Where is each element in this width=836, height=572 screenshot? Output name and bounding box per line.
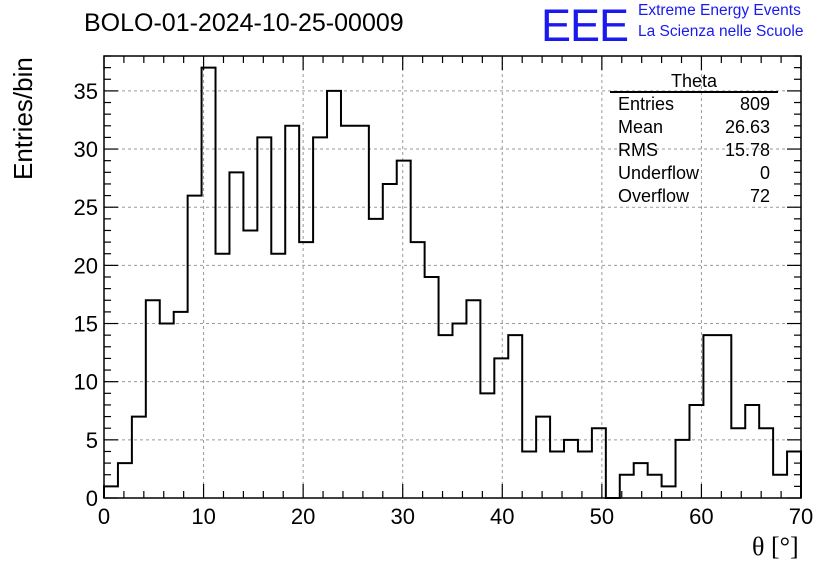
histogram-bin <box>439 335 453 498</box>
histogram-bin <box>508 335 522 498</box>
histogram-bin <box>536 417 550 498</box>
stats-value: 0 <box>759 163 770 183</box>
histogram-bin <box>299 242 313 498</box>
histogram-bin <box>453 324 467 498</box>
histogram-bin <box>773 475 787 498</box>
stats-title: Theta <box>610 72 778 93</box>
histogram-bin <box>592 428 606 498</box>
histogram-bin <box>578 451 592 498</box>
histogram-step-line <box>103 66 802 499</box>
y-axis-label: Entries/bin <box>8 57 38 180</box>
stats-box: Theta Entries 809 Mean 26.63 RMS 15.78 U… <box>610 72 778 208</box>
histogram-bin <box>466 300 480 498</box>
chart-title: BOLO-01-2024-10-25-00009 <box>84 9 404 37</box>
x-axis-label: θ [°] <box>752 532 799 561</box>
x-tick-label: 30 <box>390 504 414 529</box>
logo-subtitle-line1: Extreme Energy Events <box>638 2 801 19</box>
histogram-bin <box>745 405 759 498</box>
histogram-bin <box>104 486 118 498</box>
histogram-bin <box>759 428 773 498</box>
stats-value: 72 <box>749 186 770 206</box>
y-tick-label: 35 <box>74 79 98 104</box>
histogram-bin <box>480 393 494 498</box>
histogram-bin <box>411 242 425 498</box>
histogram-bin <box>313 137 327 498</box>
y-tick-label: 30 <box>74 137 98 162</box>
stats-row-overflow: Overflow 72 <box>612 185 778 208</box>
stats-value: 15.78 <box>724 140 770 160</box>
stats-row-mean: Mean 26.63 <box>612 116 778 139</box>
histogram-bin <box>160 324 174 498</box>
x-tick-label: 70 <box>789 504 813 529</box>
histogram-bin <box>202 68 216 498</box>
x-tick-label: 40 <box>490 504 514 529</box>
stats-row-entries: Entries 809 <box>612 93 778 116</box>
histogram-bin <box>731 428 745 498</box>
stats-label: RMS <box>618 140 658 160</box>
histogram-bin <box>634 463 648 498</box>
histogram-bin <box>355 126 369 498</box>
y-tick-label: 0 <box>86 486 98 511</box>
y-tick-label: 10 <box>74 370 98 395</box>
stats-row-rms: RMS 15.78 <box>612 139 778 162</box>
histogram-bin <box>146 300 160 498</box>
stats-row-underflow: Underflow 0 <box>612 162 778 185</box>
histogram-bin <box>662 486 676 498</box>
histogram-bin <box>341 126 355 498</box>
grid-lines <box>104 56 801 498</box>
histogram-bin <box>397 161 411 498</box>
x-tick-label: 10 <box>191 504 215 529</box>
stats-value: 809 <box>739 94 770 114</box>
x-tick-label: 50 <box>590 504 614 529</box>
stats-label: Overflow <box>618 186 690 206</box>
histogram-bin <box>327 91 341 498</box>
y-tick-label: 20 <box>74 253 98 278</box>
histogram-bin <box>132 417 146 498</box>
histogram-bin <box>648 475 662 498</box>
stats-label: Entries <box>618 94 675 114</box>
y-tick-label: 5 <box>86 428 98 453</box>
histogram-bin <box>174 312 188 498</box>
histogram-bin <box>522 451 536 498</box>
histogram-bin <box>369 219 383 498</box>
histogram-bin <box>564 440 578 498</box>
histogram-bin <box>676 440 690 498</box>
histogram-bin <box>285 126 299 498</box>
histogram-bin <box>271 254 285 498</box>
x-tick-label: 20 <box>291 504 315 529</box>
histogram-bin <box>257 137 271 498</box>
histogram-bin <box>717 335 731 498</box>
x-tick-label: 0 <box>98 504 110 529</box>
histogram-bin <box>703 335 717 498</box>
histogram-bin <box>188 196 202 498</box>
histogram-bin <box>216 254 230 498</box>
tick-labels: 0 10 20 30 40 50 60 70 0 5 10 15 20 25 30 35 <box>74 79 814 529</box>
histogram-bins <box>103 66 802 499</box>
stats-value: 26.63 <box>724 117 770 137</box>
stats-label: Underflow <box>618 163 700 183</box>
logo-subtitle-line2: La Scienza nelle Scuole <box>638 23 804 40</box>
histogram-bin <box>118 463 132 498</box>
histogram-bin <box>243 230 257 498</box>
histogram-bin <box>494 358 508 498</box>
histogram-bin <box>229 172 243 498</box>
histogram-bin <box>425 277 439 498</box>
x-tick-label: 60 <box>689 504 713 529</box>
eee-logo: EEE <box>541 0 629 51</box>
histogram-bin <box>383 184 397 498</box>
y-tick-label: 25 <box>74 195 98 220</box>
axis-ticks <box>103 55 802 499</box>
stats-label: Mean <box>618 117 664 137</box>
y-tick-label: 15 <box>74 312 98 337</box>
